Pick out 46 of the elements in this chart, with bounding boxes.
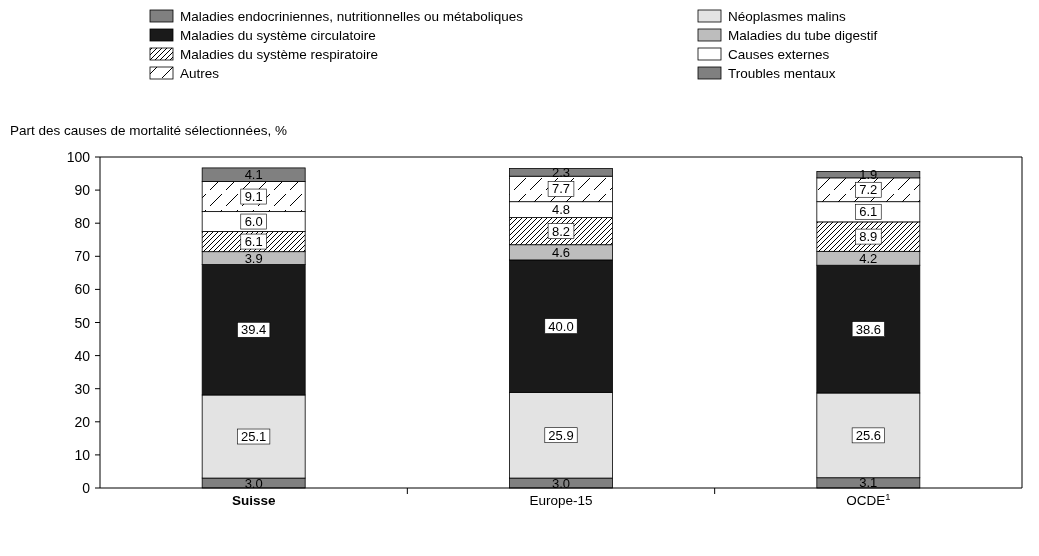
- data-label: 39.4: [241, 322, 267, 338]
- data-label: 2.3: [551, 164, 571, 180]
- data-label: 3.0: [551, 475, 571, 491]
- y-axis-title: Part des causes de mortalité sélectionnées, %: [10, 123, 287, 138]
- data-label: 6.1: [244, 234, 263, 250]
- data-label: 25.9: [548, 427, 574, 443]
- data-label: 4.6: [551, 244, 571, 260]
- y-tick-label: 90: [74, 182, 91, 199]
- y-tick-label: 40: [74, 347, 91, 364]
- data-label: 9.1: [244, 189, 263, 205]
- data-label: 8.2: [551, 223, 571, 239]
- y-tick-label: 60: [74, 281, 91, 298]
- y-tick-label: 100: [66, 149, 91, 165]
- data-label: 25.1: [241, 429, 267, 445]
- data-label: 7.7: [551, 181, 571, 197]
- data-label: 25.6: [855, 427, 881, 443]
- legend-label: Troubles mentaux: [728, 66, 836, 81]
- legend-label: Maladies du système circulatoire: [180, 28, 376, 43]
- y-tick-label: 10: [74, 446, 91, 463]
- data-label: 6.1: [859, 204, 878, 220]
- y-tick-label: 80: [74, 215, 91, 232]
- legend-label: Maladies endocriniennes, nutritionnelles ou métaboliques: [180, 9, 524, 24]
- data-label: 4.1: [244, 167, 263, 183]
- legend-label: Causes externes: [728, 47, 830, 62]
- y-tick-label: 20: [74, 413, 91, 430]
- y-tick-label: 50: [74, 314, 91, 331]
- legend-label: Autres: [180, 66, 220, 81]
- data-label: 38.6: [855, 321, 881, 337]
- legend-label: Maladies du système respiratoire: [180, 47, 379, 62]
- data-label: 8.9: [859, 229, 878, 245]
- x-tick-label: OCDE$^{1}$: [846, 490, 891, 508]
- x-tick-label: Suisse: [231, 493, 276, 508]
- y-tick-label: 0: [82, 480, 91, 496]
- y-tick-label: 30: [74, 380, 91, 397]
- data-label: 4.2: [859, 250, 878, 266]
- data-label: 3.9: [244, 250, 263, 266]
- x-tick-label: Europe-15: [529, 493, 593, 508]
- data-label: 3.1: [859, 475, 878, 491]
- data-label: 40.0: [548, 318, 574, 334]
- y-tick-label: 70: [74, 248, 91, 265]
- data-label: 6.0: [244, 214, 263, 230]
- data-label: 3.0: [244, 475, 263, 491]
- legend-label: Maladies du tube digestif: [728, 28, 878, 43]
- legend-label: Néoplasmes malins: [728, 9, 847, 24]
- data-label: 4.8: [551, 202, 571, 218]
- data-label: 7.2: [859, 182, 878, 198]
